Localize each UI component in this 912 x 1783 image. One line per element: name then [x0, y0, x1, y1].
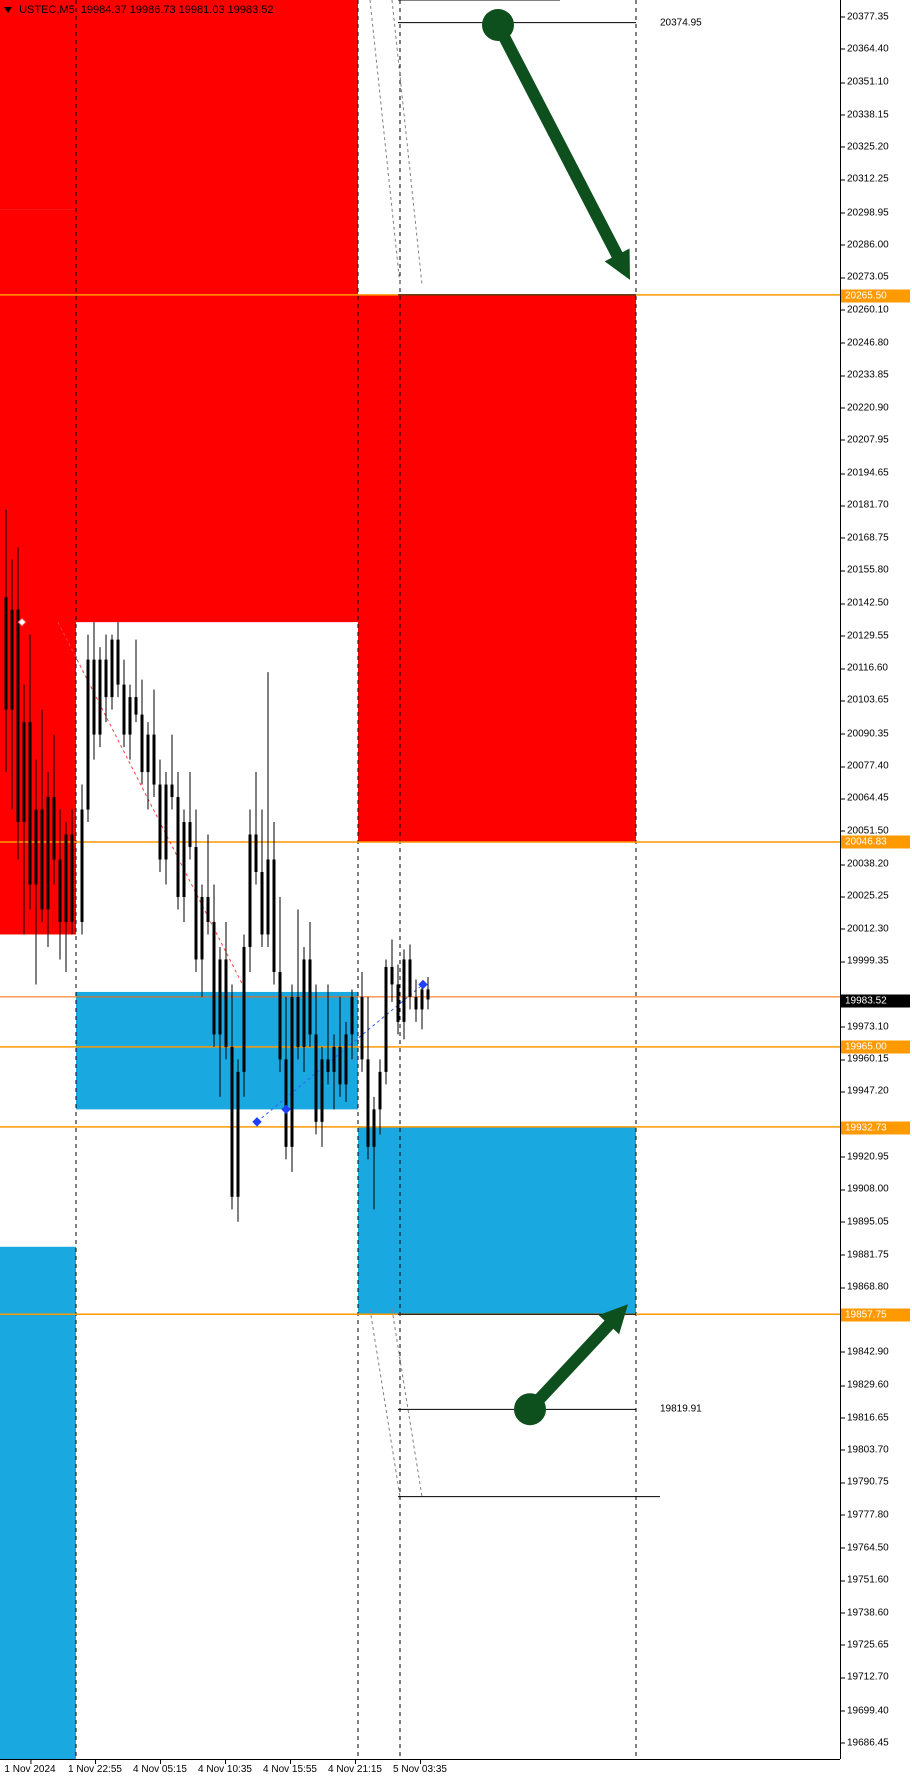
x-tick: 4 Nov 05:15 [133, 1760, 187, 1775]
y-tick: 19777.80 [841, 1509, 889, 1520]
y-price-marker: 19983.52 [841, 994, 910, 1007]
y-tick: 20077.40 [841, 761, 889, 772]
y-tick: 20129.55 [841, 630, 889, 641]
x-tick: 1 Nov 22:55 [68, 1760, 122, 1775]
y-tick: 19947.20 [841, 1086, 889, 1097]
dropdown-arrow-icon[interactable] [4, 7, 12, 13]
y-tick: 19699.40 [841, 1705, 889, 1716]
y-tick: 19868.80 [841, 1282, 889, 1293]
y-tick: 20298.95 [841, 207, 889, 218]
y-tick: 20116.60 [841, 663, 888, 674]
x-axis: 1 Nov 2024 1 Nov 22:55 4 Nov 05:15 4 Nov 10… [0, 1759, 840, 1783]
y-tick: 19686.45 [841, 1737, 889, 1748]
y-tick: 19920.95 [841, 1151, 889, 1162]
y-price-marker: 20265.50 [841, 290, 910, 303]
x-tick: 4 Nov 15:55 [263, 1760, 317, 1775]
plot-area[interactable]: 20374.95 19819.91 [0, 0, 840, 1759]
y-tick: 20168.75 [841, 532, 889, 543]
y-tick: 20025.25 [841, 891, 889, 902]
y-tick: 20064.45 [841, 793, 889, 804]
zones-layer [0, 0, 840, 1759]
y-tick: 20155.80 [841, 565, 889, 576]
chart-title: USTEC,M5 19984.37 19986.73 19981.03 1998… [4, 4, 274, 16]
price-annotation: 20374.95 [660, 17, 702, 28]
symbol-label: USTEC,M5 [19, 4, 75, 16]
y-tick: 20220.90 [841, 402, 889, 413]
lines-candles-layer [0, 0, 840, 1759]
y-price-marker: 19965.00 [841, 1040, 910, 1053]
price-annotation: 19819.91 [660, 1404, 702, 1415]
y-tick: 20364.40 [841, 43, 889, 54]
y-tick: 20181.70 [841, 500, 889, 511]
y-tick: 20012.30 [841, 923, 889, 934]
ohlc-label: 19984.37 19986.73 19981.03 19983.52 [81, 4, 274, 16]
y-tick: 20051.50 [841, 825, 889, 836]
y-tick: 20377.35 [841, 11, 889, 22]
y-price-marker: 20046.83 [841, 836, 910, 849]
y-tick: 19751.60 [841, 1575, 889, 1586]
y-tick: 20286.00 [841, 239, 889, 250]
y-tick: 19790.75 [841, 1477, 889, 1488]
y-axis: 20377.35 20364.40 20351.10 20338.15 20325.20… [840, 0, 912, 1759]
y-tick: 20038.20 [841, 859, 889, 870]
x-tick: 4 Nov 21:15 [328, 1760, 382, 1775]
y-price-marker: 19932.73 [841, 1121, 910, 1134]
y-tick: 19829.60 [841, 1380, 889, 1391]
price-chart[interactable]: USTEC,M5 19984.37 19986.73 19981.03 1998… [0, 0, 912, 1783]
x-tick: 5 Nov 03:35 [393, 1760, 447, 1775]
y-tick: 19842.90 [841, 1346, 889, 1357]
x-tick: 4 Nov 10:35 [198, 1760, 252, 1775]
y-tick: 20194.65 [841, 468, 889, 479]
y-tick: 19738.60 [841, 1607, 889, 1618]
y-tick: 19973.10 [841, 1021, 889, 1032]
y-tick: 19960.15 [841, 1054, 889, 1065]
y-tick: 20260.10 [841, 304, 889, 315]
y-tick: 19816.65 [841, 1412, 889, 1423]
x-tick: 1 Nov 2024 [4, 1760, 55, 1775]
y-tick: 19895.05 [841, 1216, 889, 1227]
y-tick: 20338.15 [841, 109, 889, 120]
y-tick: 20142.50 [841, 598, 889, 609]
y-tick: 20207.95 [841, 434, 889, 445]
y-tick: 19764.50 [841, 1542, 889, 1553]
y-price-marker: 19857.75 [841, 1308, 910, 1321]
y-tick: 19725.65 [841, 1639, 889, 1650]
y-tick: 20312.25 [841, 174, 889, 185]
y-tick: 20246.80 [841, 337, 889, 348]
y-tick: 19881.75 [841, 1249, 889, 1260]
y-tick: 20273.05 [841, 272, 889, 283]
y-tick: 19908.00 [841, 1184, 889, 1195]
y-tick: 19803.70 [841, 1444, 889, 1455]
y-tick: 20351.10 [841, 77, 889, 88]
y-tick: 20233.85 [841, 370, 889, 381]
y-tick: 20090.35 [841, 728, 889, 739]
y-tick: 19999.35 [841, 956, 889, 967]
y-tick: 19712.70 [841, 1672, 889, 1683]
y-tick: 20325.20 [841, 141, 889, 152]
y-tick: 20103.65 [841, 695, 889, 706]
